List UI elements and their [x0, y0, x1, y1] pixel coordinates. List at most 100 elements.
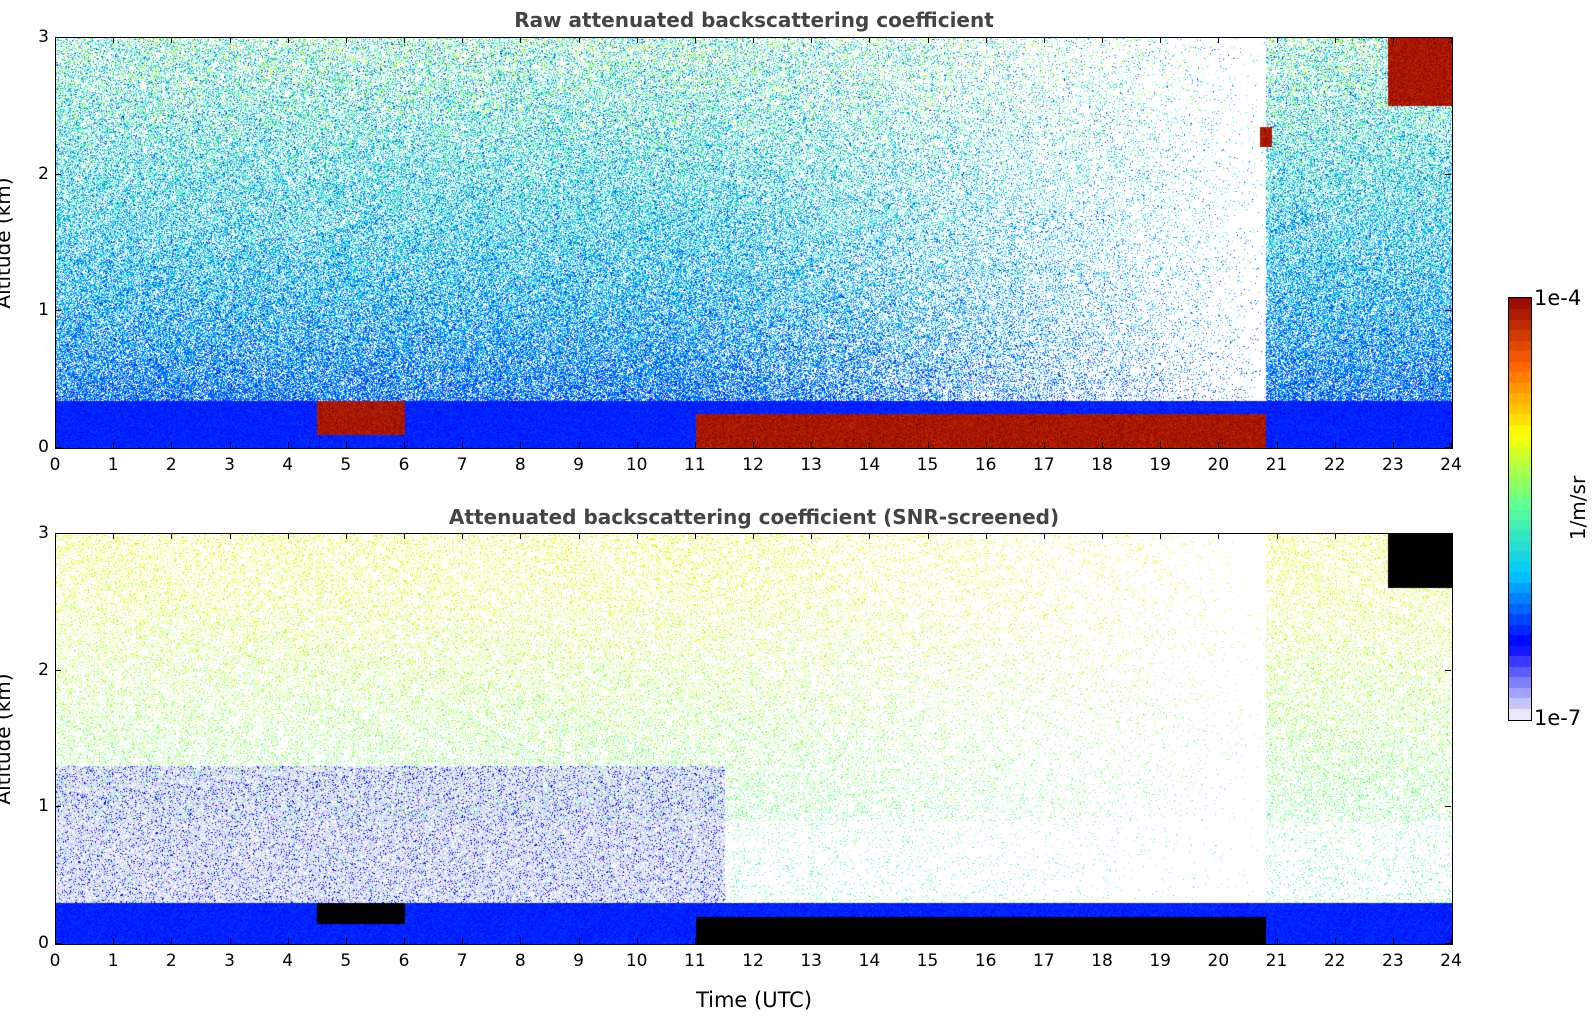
x-tick-label: 16 — [974, 951, 997, 971]
x-tick-mark — [636, 533, 638, 539]
x-axis-label: Time (UTC) — [695, 988, 813, 1012]
x-tick-label: 21 — [1265, 455, 1288, 475]
y-tick-label: 1 — [38, 796, 49, 817]
x-tick-mark — [985, 442, 987, 448]
x-tick-label: 24 — [1440, 455, 1462, 475]
x-tick-mark — [927, 442, 929, 448]
x-tick-label: 18 — [1091, 455, 1113, 475]
x-tick-mark — [1276, 533, 1278, 539]
x-tick-label: 9 — [573, 951, 584, 971]
x-tick-mark — [345, 442, 347, 448]
x-tick-mark — [229, 533, 231, 539]
x-tick-label: 10 — [625, 455, 648, 475]
x-tick-mark — [55, 442, 56, 448]
x-tick-mark — [171, 938, 173, 944]
x-tick-mark — [1451, 938, 1452, 944]
x-tick-label: 23 — [1382, 455, 1404, 475]
x-tick-mark — [927, 938, 929, 944]
x-tick-label: 12 — [742, 951, 764, 971]
x-tick-mark — [287, 533, 289, 539]
y-tick-mark — [1445, 943, 1451, 944]
x-tick-mark — [578, 533, 580, 539]
x-tick-label: 16 — [974, 455, 997, 475]
x-tick-mark — [462, 533, 464, 539]
x-tick-mark — [1451, 442, 1452, 448]
x-tick-label: 5 — [340, 455, 352, 475]
x-tick-label: 11 — [684, 455, 706, 475]
x-tick-label: 19 — [1149, 455, 1171, 475]
x-tick-mark — [113, 37, 115, 43]
heatmap-plot-bottom: Altitude (km) 0 1 2 3 4 5 6 7 8 9 10 11 12 13 14 15 16 17… — [0, 525, 1462, 972]
x-tick-label: 1 — [107, 951, 119, 971]
x-tick-mark — [1392, 442, 1394, 448]
x-tick-mark — [462, 938, 464, 944]
x-tick-mark — [636, 37, 638, 43]
plot-frame-bottom — [55, 533, 1453, 945]
x-tick-mark — [171, 37, 173, 43]
y-tick-label: 3 — [38, 523, 49, 543]
heatmap-plot-top: Altitude (km) 0 1 2 3 4 5 6 7 8 9 10 11 12 13 14 15 16 17… — [0, 29, 1462, 476]
y-tick-mark — [1445, 447, 1451, 448]
x-tick-mark — [1276, 37, 1278, 43]
y-tick-mark — [55, 310, 61, 312]
y-tick-label: 3 — [38, 27, 49, 47]
x-tick-mark — [1392, 938, 1394, 944]
y-tick-mark — [55, 37, 61, 38]
y-tick-mark — [55, 806, 61, 808]
x-tick-label: 10 — [625, 951, 648, 971]
x-tick-label: 18 — [1091, 951, 1113, 971]
y-tick-mark — [1445, 533, 1451, 534]
x-tick-mark — [520, 938, 522, 944]
x-tick-mark — [869, 533, 871, 539]
y-tick-mark — [1445, 173, 1451, 175]
x-tick-label: 15 — [916, 455, 939, 475]
x-tick-mark — [462, 442, 464, 448]
x-tick-mark — [287, 938, 289, 944]
x-tick-label: 22 — [1323, 951, 1346, 971]
y-tick-label: 2 — [38, 659, 49, 680]
heatmap-raster-bottom — [55, 533, 1453, 945]
x-tick-mark — [1334, 442, 1336, 448]
x-tick-mark — [869, 37, 871, 43]
x-tick-mark — [694, 37, 696, 43]
y-axis-label-top: Altitude (km) — [0, 177, 15, 309]
x-tick-mark — [229, 938, 231, 944]
x-tick-label: 4 — [282, 455, 294, 475]
x-tick-mark — [753, 37, 754, 43]
y-tick-label: 2 — [38, 163, 49, 184]
x-tick-mark — [927, 37, 929, 43]
colorbar-unit-label: 1/m/sr — [1566, 475, 1590, 541]
x-tick-label: 20 — [1207, 951, 1230, 971]
x-tick-mark — [1276, 442, 1278, 448]
x-tick-mark — [1102, 37, 1103, 43]
y-tick-mark — [55, 943, 61, 944]
x-tick-mark — [753, 938, 754, 944]
x-tick-mark — [345, 938, 347, 944]
x-tick-label: 13 — [800, 455, 822, 475]
x-tick-label: 0 — [49, 455, 61, 475]
x-tick-mark — [1218, 938, 1220, 944]
y-tick-mark — [1445, 37, 1451, 38]
x-tick-label: 12 — [742, 455, 764, 475]
x-tick-mark — [1160, 533, 1162, 539]
x-tick-mark — [1102, 938, 1103, 944]
y-tick-mark — [55, 533, 61, 534]
x-tick-mark — [811, 533, 813, 539]
x-tick-mark — [753, 442, 754, 448]
x-tick-mark — [1334, 37, 1336, 43]
x-tick-mark — [171, 533, 173, 539]
x-tick-mark — [578, 37, 580, 43]
x-tick-mark — [1392, 533, 1394, 539]
x-tick-label: 20 — [1207, 455, 1230, 475]
x-tick-label: 7 — [456, 455, 468, 475]
x-tick-mark — [1160, 938, 1162, 944]
x-tick-mark — [113, 938, 115, 944]
x-tick-mark — [404, 37, 405, 43]
y-tick-mark — [55, 173, 61, 175]
x-tick-label: 6 — [398, 951, 410, 971]
y-tick-mark — [1445, 310, 1451, 312]
x-tick-label: 3 — [224, 951, 235, 971]
x-tick-mark — [1334, 938, 1336, 944]
x-tick-mark — [171, 442, 173, 448]
x-tick-mark — [1043, 37, 1045, 43]
